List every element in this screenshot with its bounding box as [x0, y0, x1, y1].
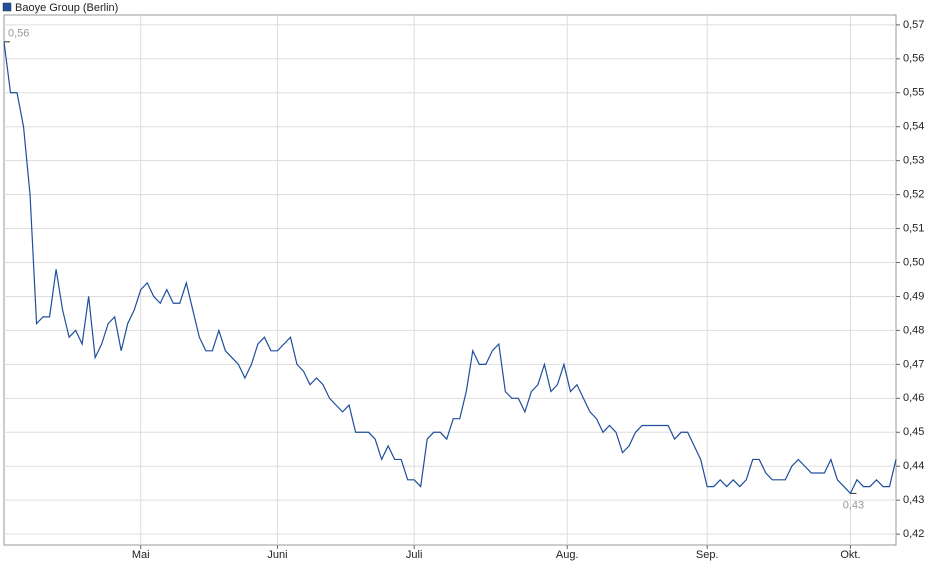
y-tick-label: 0,43 — [903, 494, 924, 506]
y-tick-label: 0,46 — [903, 392, 924, 404]
y-tick-label: 0,48 — [903, 324, 924, 336]
y-tick-label: 0,44 — [903, 460, 924, 472]
annotation: 0,43 — [843, 499, 864, 511]
legend-label: Baoye Group (Berlin) — [15, 2, 118, 14]
x-tick-label: Aug. — [556, 549, 579, 561]
x-tick-label: Sep. — [696, 549, 719, 561]
x-tick-label: Okt. — [840, 549, 860, 561]
y-tick-label: 0,49 — [903, 290, 924, 302]
legend-swatch — [2, 2, 12, 12]
y-tick-label: 0,54 — [903, 121, 924, 133]
x-tick-label: Juli — [406, 549, 423, 561]
y-tick-label: 0,53 — [903, 155, 924, 167]
x-tick-label: Juni — [267, 549, 287, 561]
plot-area — [3, 14, 897, 546]
y-tick-label: 0,45 — [903, 426, 924, 438]
x-tick-label: Mai — [132, 549, 150, 561]
y-tick-label: 0,55 — [903, 87, 924, 99]
y-tick-label: 0,47 — [903, 358, 924, 370]
price-line — [3, 41, 897, 495]
y-tick-label: 0,51 — [903, 222, 924, 234]
y-tick-label: 0,42 — [903, 528, 924, 540]
y-tick-label: 0,57 — [903, 19, 924, 31]
annotation: 0,56 — [8, 28, 29, 40]
y-tick-label: 0,50 — [903, 256, 924, 268]
y-tick-label: 0,52 — [903, 189, 924, 201]
y-tick-label: 0,56 — [903, 53, 924, 65]
